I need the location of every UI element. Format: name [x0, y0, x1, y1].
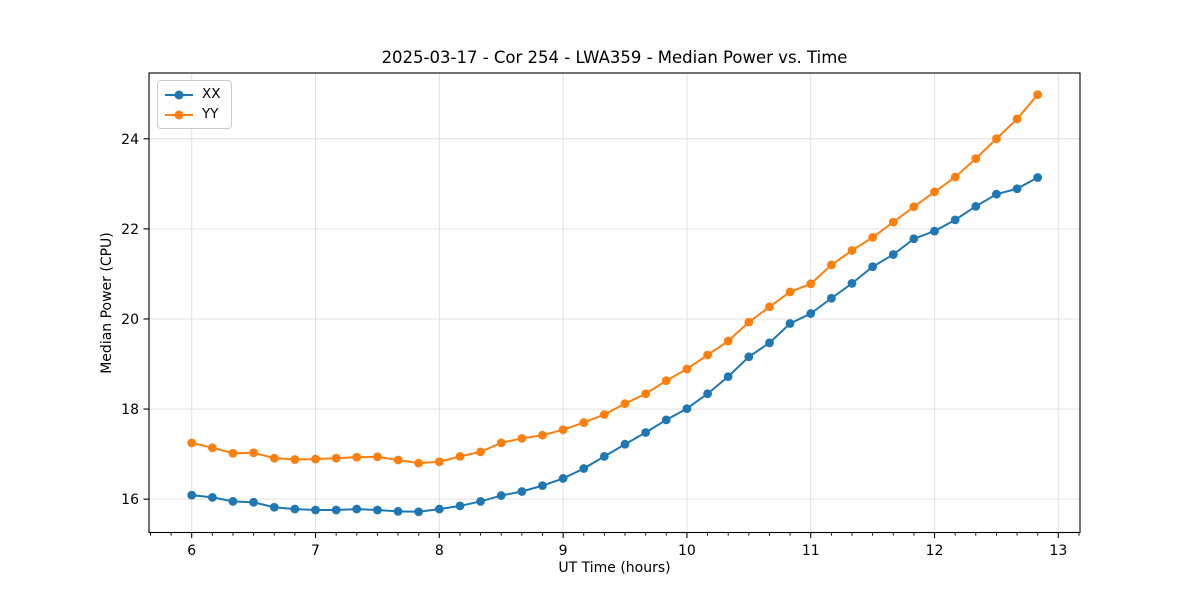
svg-text:9: 9	[559, 543, 568, 559]
gridlines	[149, 73, 1080, 533]
svg-text:22: 22	[121, 222, 139, 238]
legend-line-sample-yy	[165, 110, 193, 119]
legend-item-yy: YY	[165, 105, 221, 124]
plot-spines	[148, 72, 1081, 534]
x-axis-label: UT Time (hours)	[558, 560, 671, 576]
svg-text:8: 8	[435, 543, 444, 559]
svg-text:7: 7	[311, 543, 320, 559]
legend-label-yy: YY	[202, 105, 219, 122]
svg-text:18: 18	[121, 402, 139, 418]
svg-text:6: 6	[187, 543, 196, 559]
svg-text:10: 10	[678, 543, 696, 559]
svg-text:11: 11	[802, 543, 820, 559]
svg-text:20: 20	[121, 312, 139, 328]
legend-marker-yy	[174, 110, 184, 119]
series-line-yy	[190, 93, 1039, 465]
svg-text:24: 24	[121, 132, 139, 148]
legend-marker-xx	[174, 90, 184, 99]
y-tick-labels: 16 18 20 22 24	[121, 132, 139, 508]
series-markers-yy	[187, 90, 1043, 468]
axis-ticks	[143, 138, 1080, 538]
legend-line-sample-xx	[165, 90, 193, 99]
x-tick-labels: 6 7 8 9 10 11 12 13	[187, 543, 1067, 559]
legend-label-xx: XX	[202, 85, 221, 102]
legend-item-xx: XX	[165, 85, 221, 104]
chart-title: 2025-03-17 - Cor 254 - LWA359 - Median P…	[381, 48, 848, 67]
svg-text:12: 12	[926, 543, 944, 559]
legend: XX YY	[157, 80, 232, 129]
svg-text:13: 13	[1049, 543, 1067, 559]
series-markers-xx	[187, 173, 1043, 517]
svg-text:16: 16	[121, 492, 139, 508]
